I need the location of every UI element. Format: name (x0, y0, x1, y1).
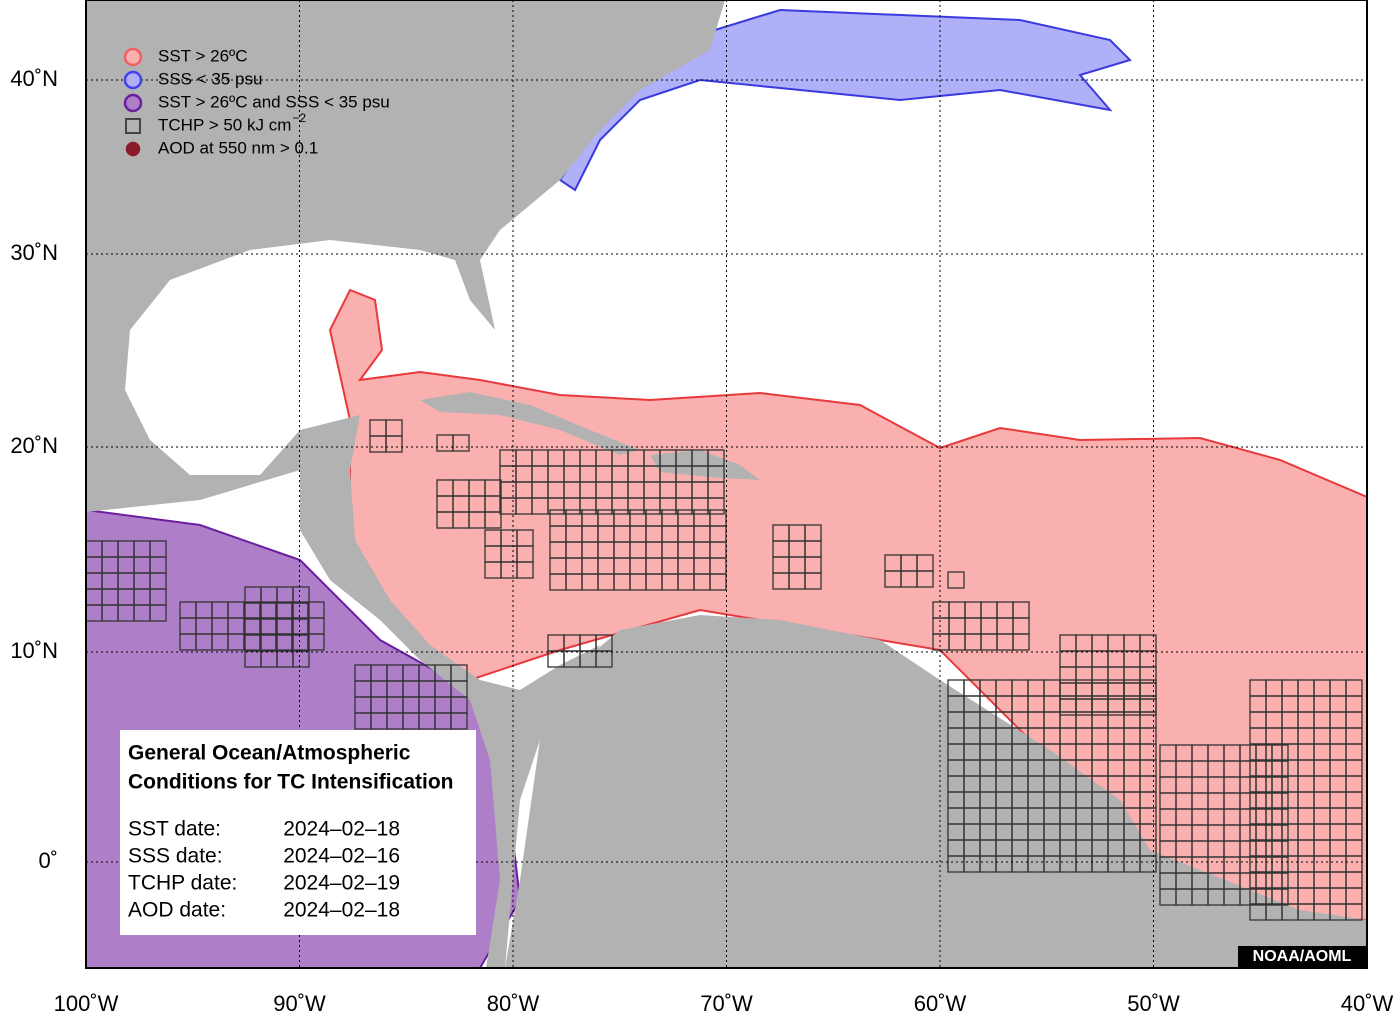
credit-box (1238, 946, 1366, 967)
tchp-box (452, 434, 470, 452)
longitude-label: 70˚W (700, 991, 753, 1016)
date-value: 2024–02–18 (283, 899, 400, 922)
legend-symbol (125, 141, 141, 157)
longitude-label: 40˚W (1341, 991, 1394, 1016)
date-label: TCHP date: (128, 872, 237, 895)
tchp-box (450, 712, 468, 730)
island (420, 392, 640, 455)
date-value: 2024–02–16 (283, 845, 400, 868)
tchp-box (292, 650, 310, 668)
tchp-box (709, 573, 727, 591)
date-value: 2024–02–19 (283, 872, 400, 895)
tchp-box (484, 511, 502, 529)
tchp-box (707, 497, 725, 515)
date-label: AOD date: (128, 899, 226, 922)
legend-label: TCHP > 50 kJ cm (158, 115, 291, 134)
info-text: General Ocean/Atmospheric Conditions for … (128, 742, 453, 922)
credit: NOAA/AOML (1253, 948, 1352, 965)
info-box (120, 730, 476, 935)
longitude-label: 90˚W (273, 991, 326, 1016)
tchp-box (385, 435, 403, 453)
land (505, 615, 1367, 968)
latitude-label: 40˚N (10, 66, 58, 91)
land (300, 470, 600, 968)
longitude-label: 100˚W (54, 991, 119, 1016)
tchp-box (804, 572, 822, 590)
legend-symbol (123, 93, 143, 113)
tchp-box (1012, 633, 1030, 651)
tchp-grid (86, 419, 1363, 921)
longitude-label: 80˚W (487, 991, 540, 1016)
longitude-label: 60˚W (914, 991, 967, 1016)
tchp-box (1139, 698, 1157, 716)
legend-label: SST > 26ºC (158, 46, 248, 65)
plot-frame (85, 0, 1368, 969)
tchp-box (516, 561, 534, 579)
latitude-label: 0˚ (38, 848, 58, 873)
tchp-box (1345, 903, 1363, 921)
tchp-box (916, 570, 934, 588)
tchp-box (149, 604, 167, 622)
legend-label: SST > 26ºC and SSS < 35 psu (158, 92, 390, 111)
latitude-label: 10˚N (10, 638, 58, 663)
date-value: 2024–02–18 (283, 818, 400, 841)
info-title: General Ocean/Atmospheric (128, 742, 411, 765)
island (650, 450, 760, 480)
legend-symbol (123, 70, 143, 90)
legend: SST > 26ºC SSS < 35 psu SST > 26ºC and SSS… (123, 46, 390, 157)
tchp-box (595, 650, 613, 668)
legend-superscript: −2 (292, 111, 306, 125)
tchp-box (1271, 888, 1289, 906)
tchp-box (1139, 855, 1157, 873)
latitude-label: 20˚N (10, 433, 58, 458)
legend-label: SSS < 35 psu (158, 69, 262, 88)
date-label: SSS date: (128, 845, 223, 868)
tchp-box (947, 571, 965, 589)
legend-symbol (125, 118, 141, 134)
longitude-label: 50˚W (1127, 991, 1180, 1016)
legend-label: AOD at 550 nm > 0.1 (158, 138, 318, 157)
legend-symbol (123, 47, 143, 67)
latitude-label: 30˚N (10, 240, 58, 265)
tchp-box (307, 633, 325, 651)
date-label: SST date: (128, 818, 221, 841)
land (86, 0, 725, 512)
info-title: Conditions for TC Intensification (128, 771, 453, 794)
